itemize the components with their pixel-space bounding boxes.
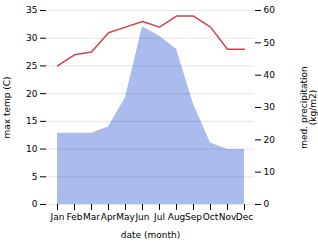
svg-text:Oct: Oct: [203, 212, 219, 222]
svg-text:date (month): date (month): [121, 230, 180, 240]
svg-text:25: 25: [26, 61, 37, 71]
svg-text:0: 0: [264, 199, 270, 209]
svg-text:Jan: Jan: [50, 212, 65, 222]
svg-text:5: 5: [32, 172, 38, 182]
svg-text:50: 50: [264, 38, 276, 48]
svg-text:60: 60: [264, 5, 276, 15]
svg-text:May: May: [116, 212, 135, 222]
svg-text:10: 10: [26, 144, 38, 154]
svg-text:10: 10: [264, 167, 276, 177]
svg-text:Jul: Jul: [153, 212, 165, 222]
svg-text:Nov: Nov: [219, 212, 237, 222]
svg-text:Dec: Dec: [236, 212, 253, 222]
svg-text:30: 30: [264, 102, 276, 112]
svg-text:35: 35: [26, 5, 37, 15]
svg-text:med. precipitation(kg/m2): med. precipitation(kg/m2): [299, 66, 318, 148]
svg-text:40: 40: [264, 70, 276, 80]
svg-text:30: 30: [26, 33, 38, 43]
svg-text:15: 15: [26, 116, 37, 126]
svg-text:0: 0: [32, 199, 38, 209]
svg-text:Feb: Feb: [67, 212, 83, 222]
svg-text:20: 20: [264, 135, 276, 145]
svg-text:Mar: Mar: [83, 212, 100, 222]
svg-text:20: 20: [26, 89, 38, 99]
svg-text:Jun: Jun: [134, 212, 149, 222]
svg-text:max temp (C): max temp (C): [2, 76, 12, 138]
svg-text:Apr: Apr: [101, 212, 117, 222]
svg-text:Aug: Aug: [168, 212, 186, 222]
svg-text:Sep: Sep: [185, 212, 202, 222]
